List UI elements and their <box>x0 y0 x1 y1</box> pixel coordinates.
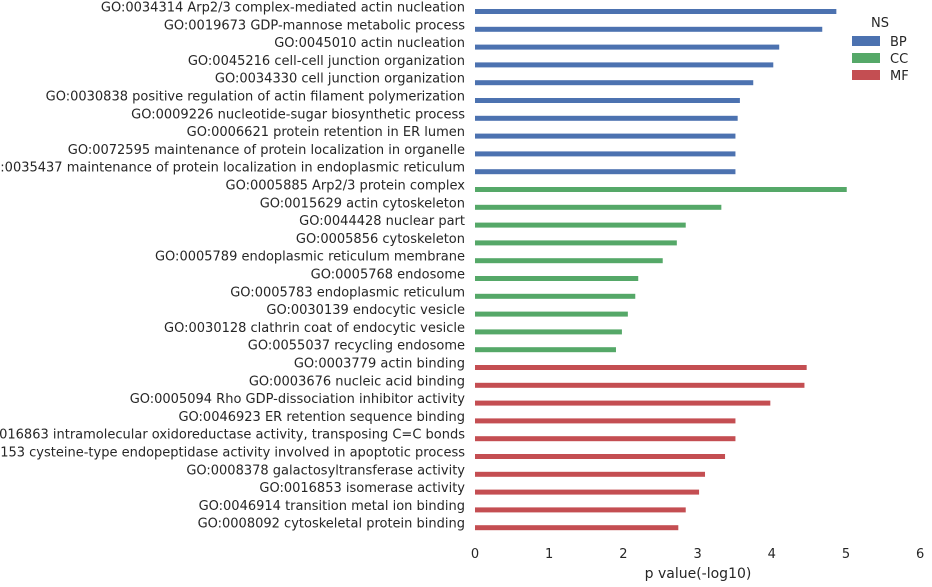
bar-22 <box>475 382 805 388</box>
category-label-16: GO:0005768 endosome <box>311 268 465 283</box>
category-label-28: GO:0016853 isomerase activity <box>259 481 465 496</box>
bar-18 <box>475 311 628 317</box>
bar-2 <box>475 26 823 32</box>
category-labels: GO:0034314 Arp2/3 complex-mediated actin… <box>0 1 465 532</box>
bar-17 <box>475 293 636 299</box>
bar-9 <box>475 151 736 157</box>
bar-16 <box>475 276 639 281</box>
legend-label-cc: CC <box>890 52 908 67</box>
category-label-24: GO:0046923 ER retention sequence binding <box>178 410 465 425</box>
bar-4 <box>475 62 774 68</box>
category-label-10: GO:0035437 maintenance of protein locali… <box>0 161 465 176</box>
category-label-14: GO:0005856 cytoskeleton <box>296 232 465 247</box>
bar-24 <box>475 418 736 424</box>
bar-23 <box>475 400 771 406</box>
bar-14 <box>475 240 677 246</box>
bar-27 <box>475 471 706 477</box>
x-tick-label-1: 1 <box>545 547 553 562</box>
legend-swatch-mf <box>852 70 880 80</box>
legend: NS BP CC MF <box>852 16 909 84</box>
category-label-20: GO:0055037 recycling endosome <box>248 339 465 354</box>
bar-6 <box>475 98 740 103</box>
x-tick-label-4: 4 <box>768 547 776 562</box>
legend-entries: BP CC MF <box>852 35 909 84</box>
x-tick-label-5: 5 <box>842 547 850 562</box>
category-label-12: GO:0015629 actin cytoskeleton <box>260 196 465 211</box>
bar-19 <box>475 329 622 335</box>
category-label-15: GO:0005789 endoplasmic reticulum membran… <box>155 250 465 265</box>
x-tick-label-6: 6 <box>916 547 924 562</box>
legend-swatch-cc <box>852 53 880 63</box>
category-label-27: GO:0008378 galactosyltransferase activit… <box>186 463 465 478</box>
bar-21 <box>475 365 807 370</box>
bar-25 <box>475 436 736 442</box>
category-label-13: GO:0044428 nuclear part <box>299 214 465 229</box>
bar-7 <box>475 115 738 121</box>
bar-13 <box>475 222 686 228</box>
legend-label-mf: MF <box>890 69 909 84</box>
category-label-3: GO:0045010 actin nucleation <box>274 36 465 51</box>
bar-20 <box>475 347 616 353</box>
category-label-8: GO:0006621 protein retention in ER lumen <box>187 125 465 140</box>
x-axis: 0 1 2 3 4 5 6 <box>471 547 924 562</box>
category-label-30: GO:0008092 cytoskeletal protein binding <box>198 517 465 532</box>
legend-title: NS <box>871 16 889 31</box>
bar-5 <box>475 80 754 86</box>
bar-1 <box>475 9 837 14</box>
category-label-1: GO:0034314 Arp2/3 complex-mediated actin… <box>101 1 465 16</box>
category-label-7: GO:0009226 nucleotide-sugar biosynthetic… <box>131 107 465 122</box>
bar-8 <box>475 133 736 139</box>
category-label-17: GO:0005783 endoplasmic reticulum <box>230 285 465 300</box>
category-label-6: GO:0030838 positive regulation of actin … <box>46 90 465 105</box>
category-label-25: GO:0016863 intramolecular oxidoreductase… <box>0 428 465 443</box>
bar-29 <box>475 507 686 513</box>
category-label-22: GO:0003676 nucleic acid binding <box>249 374 465 389</box>
bar-28 <box>475 489 700 495</box>
category-label-4: GO:0045216 cell-cell junction organizati… <box>188 54 465 69</box>
bar-26 <box>475 454 726 459</box>
bar-15 <box>475 258 663 264</box>
category-label-9: GO:0072595 maintenance of protein locali… <box>68 143 465 158</box>
category-label-2: GO:0019673 GDP-mannose metabolic process <box>164 18 465 33</box>
x-tick-label-3: 3 <box>693 547 701 562</box>
category-label-29: GO:0046914 transition metal ion binding <box>199 499 465 514</box>
category-label-23: GO:0005094 Rho GDP-dissociation inhibito… <box>130 392 466 407</box>
x-axis-title: p value(-log10) <box>645 566 752 582</box>
bar-11 <box>475 187 847 192</box>
bar-10 <box>475 169 736 175</box>
category-label-11: GO:0005885 Arp2/3 protein complex <box>226 179 466 194</box>
bar-30 <box>475 525 679 531</box>
bar-12 <box>475 204 722 210</box>
category-label-21: GO:0003779 actin binding <box>294 357 465 372</box>
legend-swatch-bp <box>852 36 880 46</box>
x-tick-label-0: 0 <box>471 547 479 562</box>
category-label-26: GO:0097153 cysteine-type endopeptidase a… <box>0 446 465 461</box>
category-label-18: GO:0030139 endocytic vesicle <box>266 303 465 318</box>
legend-label-bp: BP <box>890 35 907 50</box>
category-label-5: GO:0034330 cell junction organization <box>215 72 465 87</box>
category-label-19: GO:0030128 clathrin coat of endocytic ve… <box>164 321 465 336</box>
x-tick-label-2: 2 <box>619 547 627 562</box>
bars-layer <box>475 9 847 531</box>
bar-3 <box>475 44 780 50</box>
